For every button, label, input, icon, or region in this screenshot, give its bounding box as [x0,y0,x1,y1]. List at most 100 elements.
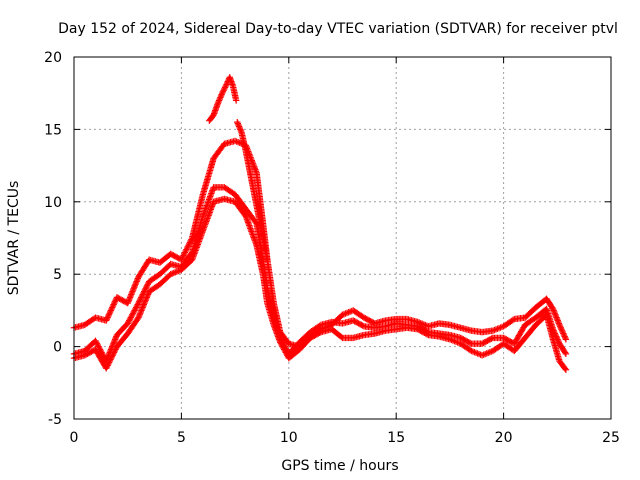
data-point [143,284,150,291]
data-point [562,334,569,342]
data-point [110,349,118,356]
data-point [222,82,229,90]
data-point [107,356,114,363]
data-point [105,311,113,318]
series-upper-track [70,137,570,350]
data-point [112,346,119,353]
data-point [178,255,186,262]
data-point [138,292,146,300]
data-point [234,118,241,126]
data-point [215,97,223,104]
data-point [216,95,223,103]
data-point [466,339,474,347]
data-point [561,333,568,340]
y-axis-label: SDTVAR / TECUs [6,181,22,296]
data-point [316,329,323,337]
data-point [264,256,271,263]
data-point [182,247,189,255]
data-point [217,92,225,100]
data-point [181,249,189,256]
data-point [103,365,110,372]
y-tick-label: 5 [53,267,62,283]
x-tick-label: 0 [70,430,79,446]
data-point [111,298,119,305]
axis-ticks: 0 5 10 15 20 25 -5 0 5 10 15 20 [44,50,620,446]
data-point [181,250,188,258]
data-point [110,301,117,308]
data-point [108,354,115,362]
data-point [560,331,568,339]
data-point [136,297,144,304]
data-point [105,359,113,366]
data-point [104,314,111,321]
data-point [215,98,222,106]
data-point [236,124,243,132]
data-point [561,349,569,356]
data-point [110,350,117,358]
data-point [184,243,192,250]
data-point [556,321,563,329]
data-point [108,353,116,360]
data-point [221,85,228,93]
data-point [214,100,222,107]
grid [74,57,611,419]
y-tick-label: 15 [44,122,62,138]
data-point [219,88,227,95]
data-point [235,123,243,130]
y-tick-label: 20 [44,50,62,66]
data-point [135,298,143,305]
data-point [488,335,495,342]
data-point [237,126,244,133]
data-point [185,242,192,249]
data-point [232,97,240,104]
y-tick-label: -5 [48,412,62,428]
data-point [561,365,569,372]
data-point [134,315,141,323]
data-point [104,362,111,369]
data-point [107,308,114,316]
data-point [138,294,145,301]
x-tick-label: 15 [387,430,405,446]
data-point [223,81,230,88]
chart-title: Day 152 of 2024, Sidereal Day-to-day VTE… [58,21,618,37]
data-point [109,302,117,310]
data-point [103,317,110,324]
data-point [219,90,226,97]
data-point [556,323,564,330]
data-point [179,253,187,261]
x-tick-label: 5 [177,430,186,446]
data-point [109,304,116,311]
plot-frame [73,56,612,420]
data-marks [70,74,570,373]
data-point [559,328,566,336]
data-point [105,360,112,368]
series-lower-track [70,195,570,373]
data-point [186,240,193,247]
x-axis-label: GPS time / hours [281,458,398,474]
data-point [107,307,115,314]
data-point [144,281,151,288]
data-point [234,120,242,127]
data-point [109,352,116,359]
data-point [218,91,225,98]
data-point [108,305,115,313]
y-tick-label: 10 [44,195,62,211]
data-point [105,312,112,320]
series-peak-spike [206,74,240,124]
data-point [221,84,229,91]
data-point [134,301,141,308]
x-tick-label: 20 [495,430,513,446]
data-point [137,295,144,303]
data-point [178,256,185,263]
data-point [562,336,570,343]
data-point [183,246,190,253]
data-point [560,330,567,337]
data-point [558,326,565,333]
data-point [423,331,431,338]
data-point [141,286,149,294]
data-point [103,315,111,323]
data-point [557,324,564,331]
data-point [562,366,570,373]
data-point [180,252,187,259]
